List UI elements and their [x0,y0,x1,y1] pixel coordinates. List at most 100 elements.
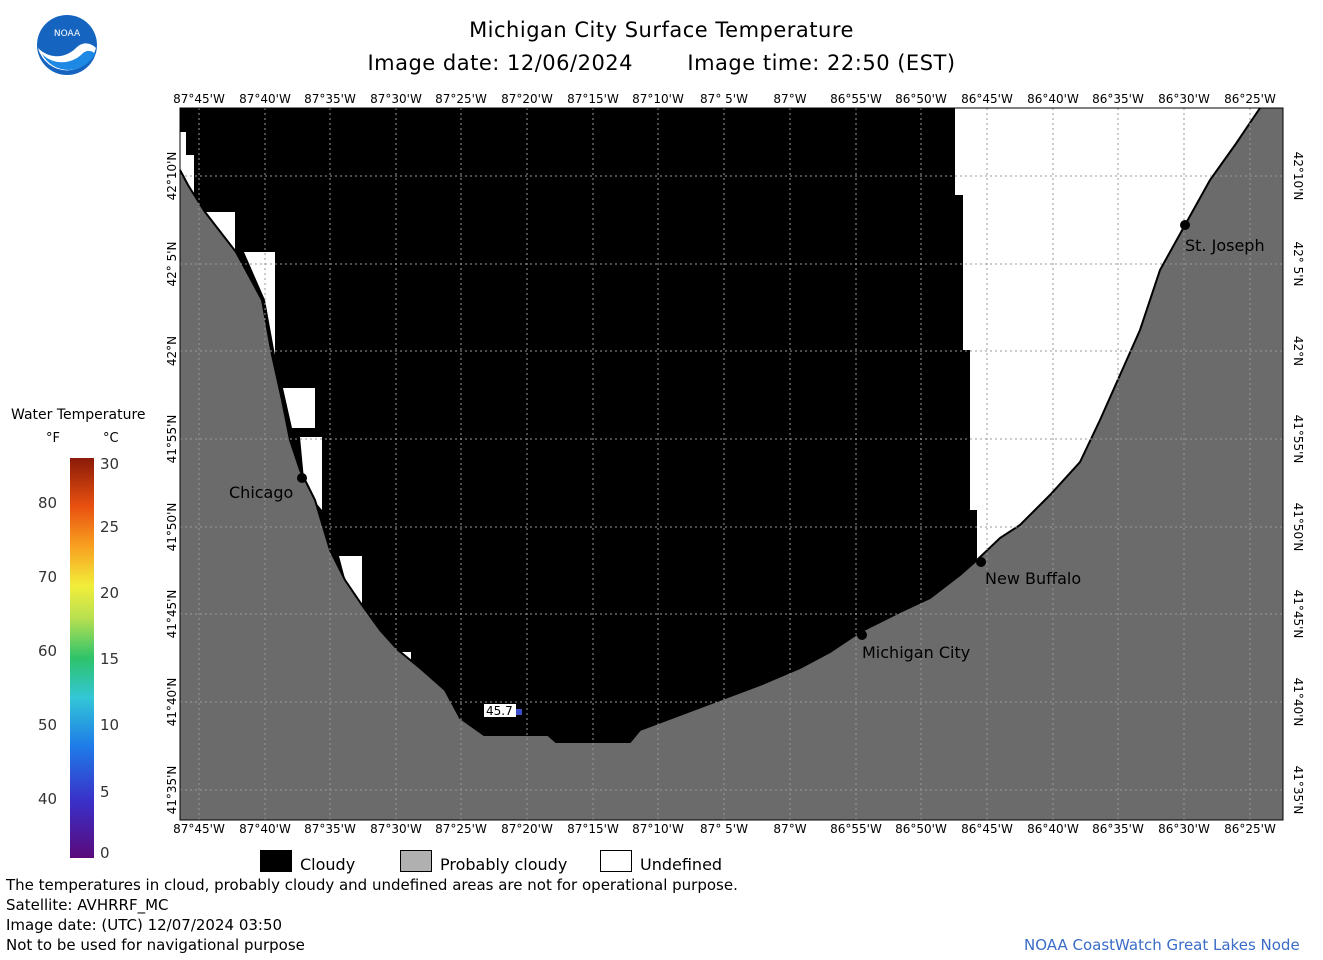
lon-tick-top: 86°50'W [895,92,947,106]
undefined-patch [244,252,275,355]
new-buffalo-marker [976,557,986,567]
coastline [179,107,1261,743]
lon-tick-bottom: 87°15'W [567,822,619,836]
lon-tick-top: 86°30'W [1158,92,1210,106]
lat-tick-right: 41°35'N [1291,765,1305,815]
lat-tick-right: 42°N [1291,335,1305,367]
scale-c-label: 15 [100,650,120,668]
chicago-marker [297,473,307,483]
lon-tick-top: 87°20'W [501,92,553,106]
lon-tick-top: 87°W [773,92,807,106]
image-date: Image date: 12/06/2024 [367,51,634,75]
scale-c-label: 20 [100,584,120,602]
lon-tick-bottom: 87°10'W [632,822,684,836]
footer-note: The temperatures in cloud, probably clou… [6,876,738,894]
lon-tick-top: 86°25'W [1224,92,1276,106]
lat-tick-left: 41°40'N [165,677,179,727]
legend-undefined-swatch [600,850,632,872]
lat-tick-left: 42° 5'N [165,241,179,287]
footer-utc-date: Image date: (UTC) 12/07/2024 03:50 [6,916,283,934]
scale-c-label: 0 [100,844,110,862]
lon-tick-bottom: 86°50'W [895,822,947,836]
city-label-michigan-city: Michigan City [862,643,971,662]
scale-f-label: 80 [38,494,58,512]
graticule [180,108,1283,820]
lon-tick-top: 87°45'W [173,92,225,106]
lon-tick-top: 87°35'W [304,92,356,106]
temp-label: 45.7 [486,704,513,718]
lat-tick-right: 41°40'N [1291,677,1305,727]
legend-probably-cloudy-label: Probably cloudy [440,855,568,874]
lat-tick-left: 41°55'N [165,414,179,464]
scale-f-label: 70 [38,568,58,586]
lon-tick-top: 86°40'W [1027,92,1079,106]
image-time: Image time: 22:50 (EST) [687,51,956,75]
lon-tick-top: 87°25'W [435,92,487,106]
lon-tick-bottom: 86°25'W [1224,822,1276,836]
scale-f-label: 40 [38,790,58,808]
lat-tick-left: 41°35'N [165,765,179,815]
scale-c-label: 25 [100,518,120,536]
lon-tick-bottom: 86°40'W [1027,822,1079,836]
land-area [180,108,1283,820]
lon-tick-bottom: 86°45'W [961,822,1013,836]
lat-tick-right: 42°10'N [1291,151,1305,201]
undefined-patch [180,132,194,200]
city-label-new-buffalo: New Buffalo [985,569,1082,588]
scale-unit-f: °F [46,431,60,446]
lon-tick-bottom: 87°45'W [173,822,225,836]
temp-sample-marker [516,709,522,715]
scale-f-label: 60 [38,642,58,660]
scale-c-label: 10 [100,716,120,734]
lon-tick-top: 86°45'W [961,92,1013,106]
lon-tick-top: 87°10'W [632,92,684,106]
lon-tick-top: 87°40'W [239,92,291,106]
footer-satellite: Satellite: AVHRRF_MC [6,896,169,914]
lon-tick-bottom: 87° 5'W [700,822,748,836]
lat-tick-right: 42° 5'N [1291,241,1305,287]
scale-c-label: 30 [100,455,120,473]
lon-tick-top: 86°55'W [830,92,882,106]
noaa-logo-icon: NOAA [37,15,97,75]
lon-tick-top: 87°30'W [370,92,422,106]
lon-tick-top: 86°35'W [1092,92,1144,106]
scale-title: Water Temperature [11,407,146,423]
lat-tick-right: 41°50'N [1291,502,1305,552]
city-label-chicago: Chicago [229,483,294,502]
lat-tick-left: 42°10'N [165,151,179,201]
lat-tick-right: 41°55'N [1291,414,1305,464]
lon-tick-bottom: 87°W [773,822,807,836]
legend-undefined-label: Undefined [640,855,723,874]
legend-cloudy-label: Cloudy [300,855,356,874]
lon-tick-bottom: 87°40'W [239,822,291,836]
lat-tick-right: 41°45'N [1291,589,1305,639]
logo-text: NOAA [54,29,81,39]
footer-credit: NOAA CoastWatch Great Lakes Node [1024,936,1300,954]
undefined-patch [283,388,315,428]
undefined-patch [300,437,322,510]
city-label-st-joseph: St. Joseph [1185,236,1265,255]
lon-tick-bottom: 86°55'W [830,822,882,836]
michigan-city-marker [857,630,867,640]
lon-tick-top: 87° 5'W [700,92,748,106]
lat-tick-left: 41°50'N [165,502,179,552]
page-title: Michigan City Surface Temperature [469,18,854,42]
legend-cloudy-swatch [260,850,292,872]
footer-nav-warning: Not to be used for navigational purpose [6,936,305,954]
lon-tick-bottom: 86°30'W [1158,822,1210,836]
lon-tick-bottom: 87°20'W [501,822,553,836]
lon-tick-top: 87°15'W [567,92,619,106]
lat-tick-left: 41°45'N [165,589,179,639]
st-joseph-marker [1180,220,1190,230]
scale-c-label: 5 [100,783,110,801]
lon-tick-bottom: 86°35'W [1092,822,1144,836]
lon-tick-bottom: 87°30'W [370,822,422,836]
temperature-colorbar [70,458,94,858]
lat-tick-left: 42°N [165,335,179,367]
undefined-patch [339,556,362,605]
map-frame [179,107,1284,821]
legend-probably-cloudy-swatch [400,850,432,872]
temp-label-box [484,704,516,717]
scale-f-label: 50 [38,716,58,734]
